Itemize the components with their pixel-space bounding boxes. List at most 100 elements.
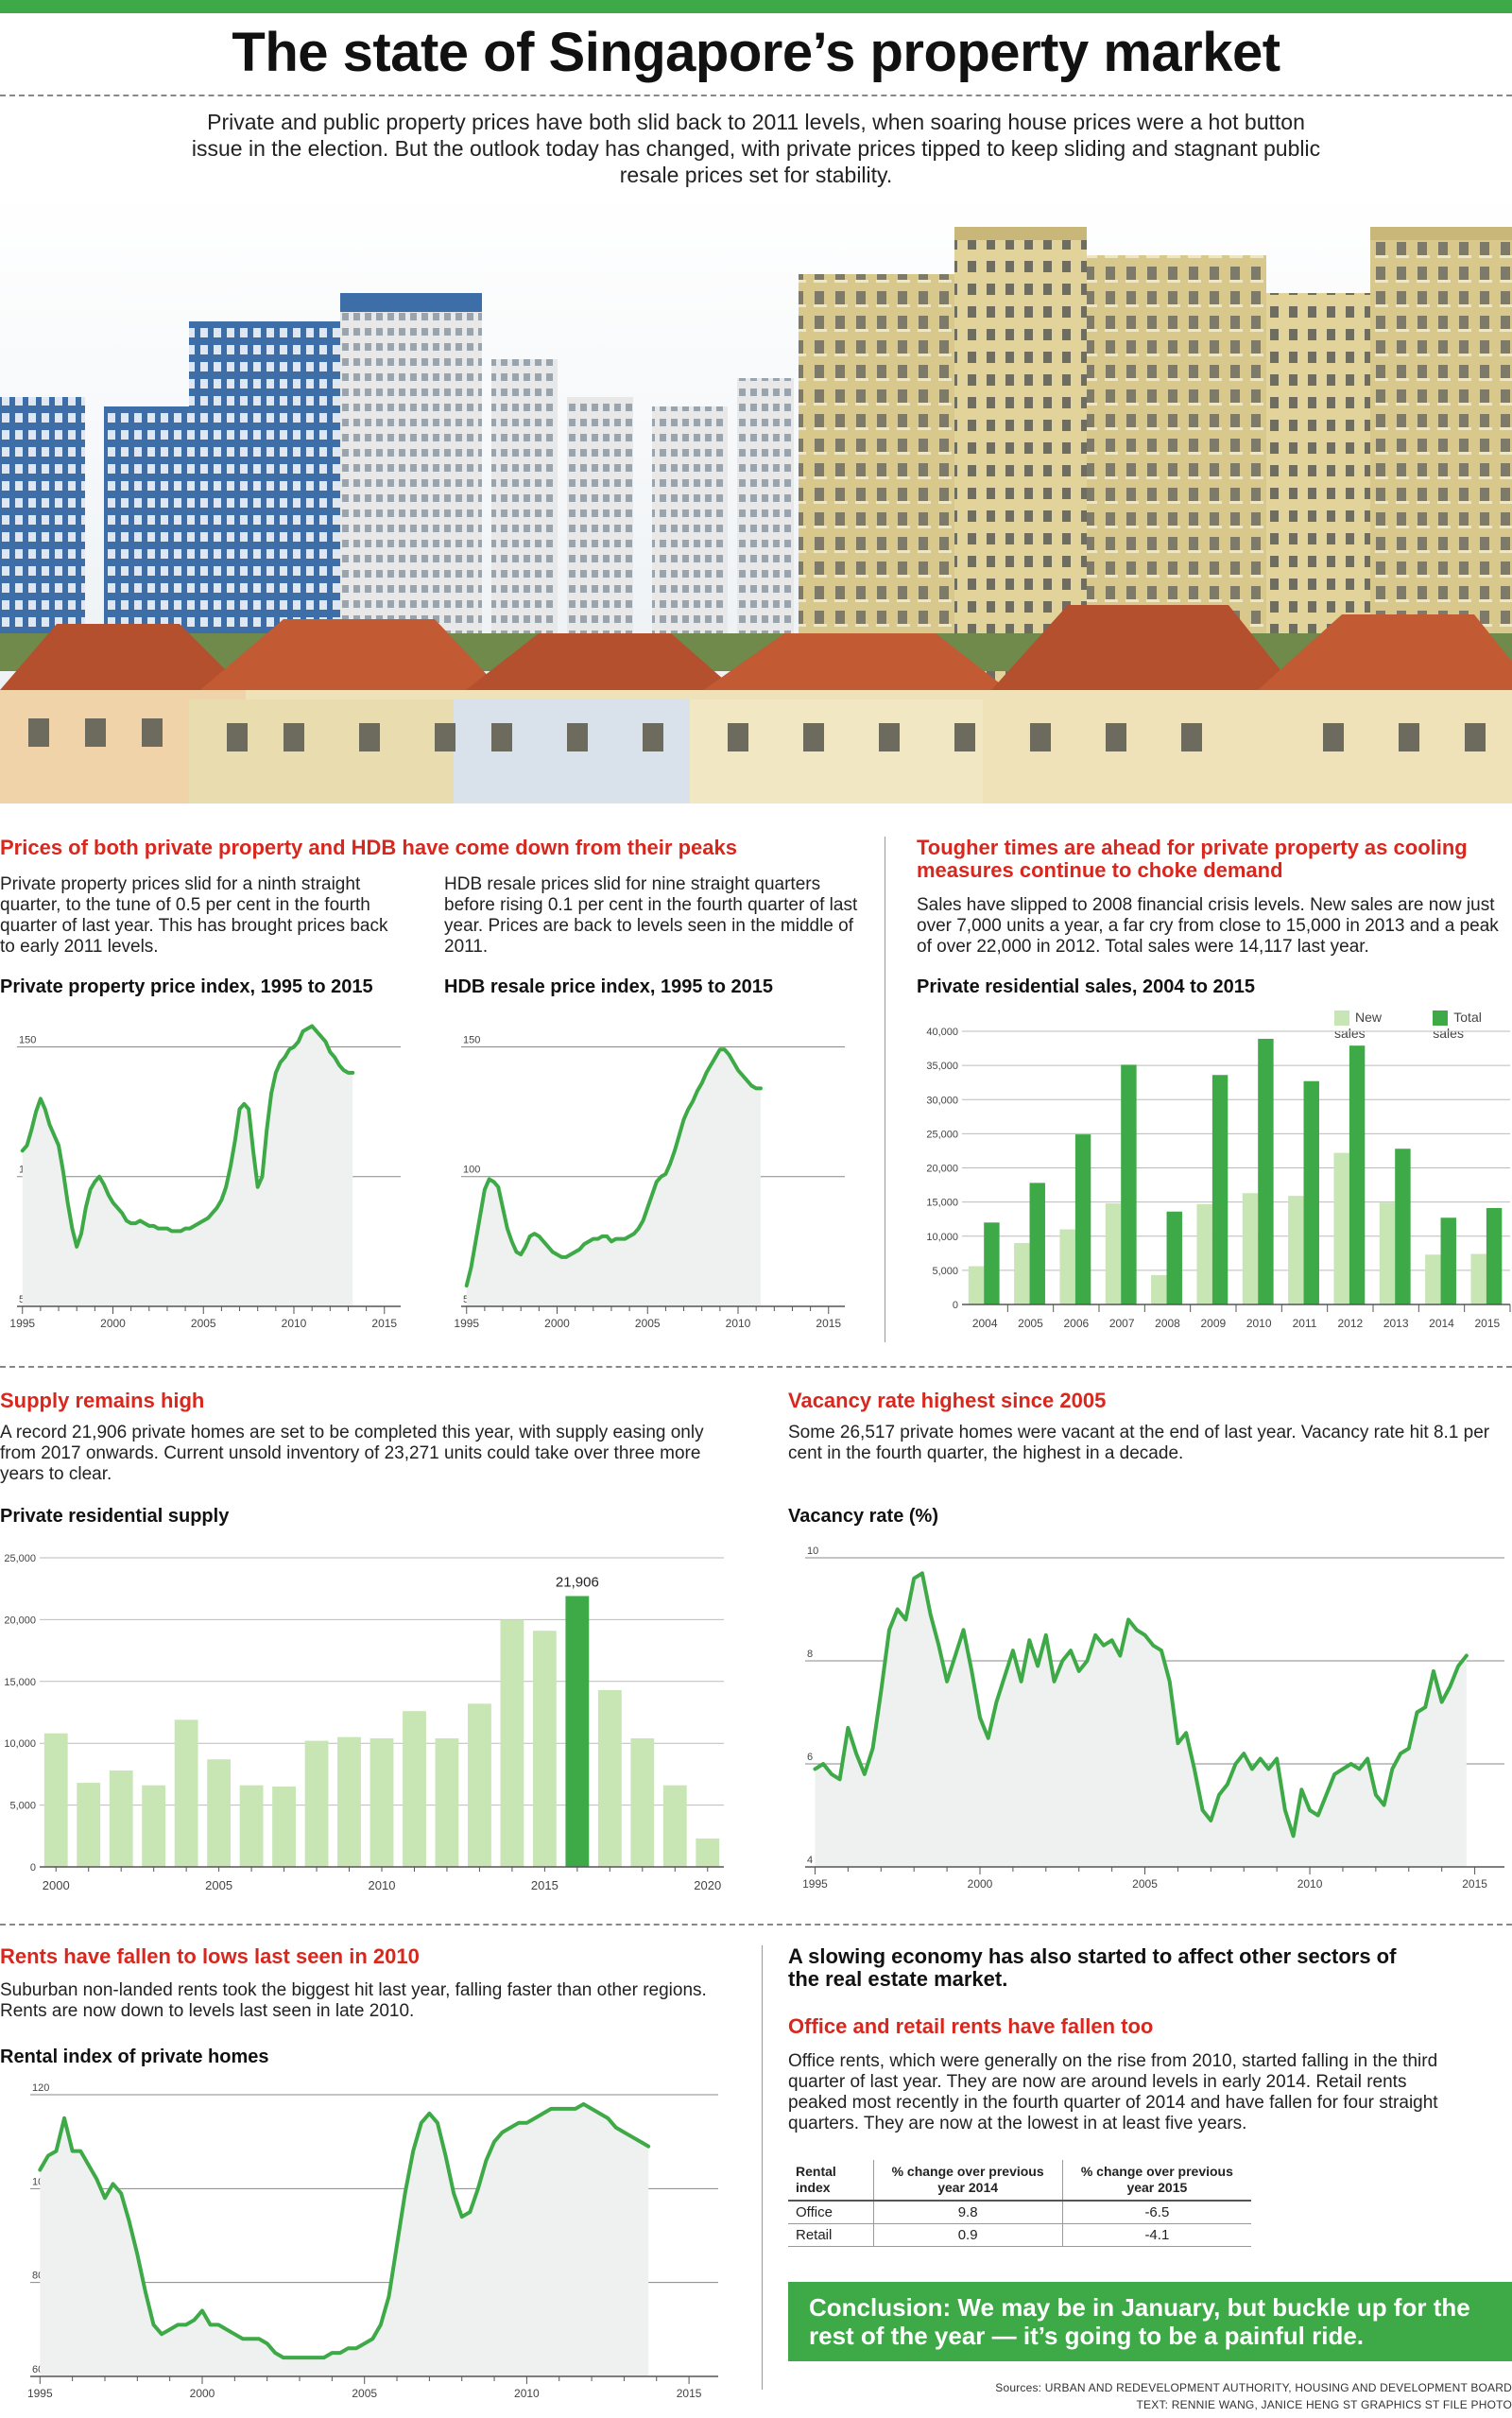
credits-line: TEXT: RENNIE WANG, JANICE HENG ST GRAPHI… — [1136, 2398, 1512, 2411]
y-tick-label: 20,000 — [4, 1615, 36, 1626]
bar-total-sales — [1349, 1045, 1366, 1304]
chart-svg: 4 6 8 10 1995 2000 2005 2010 2015 — [802, 1546, 1504, 1891]
x-tick-label: 2010 — [1246, 1317, 1272, 1330]
x-tick-label: 2004 — [972, 1317, 998, 1330]
x-tick-label: 2000 — [43, 1878, 70, 1892]
x-tick-label: 1995 — [802, 1877, 828, 1891]
table-cell: Office — [788, 2201, 873, 2224]
y-tick-label: 40,000 — [926, 1027, 958, 1038]
hdb-price-text: HDB resale prices slid for nine straight… — [444, 874, 858, 957]
chart-svg: 5010015019952000200520102015 — [9, 1024, 401, 1330]
table-header: % change over previous year 2014 — [872, 2160, 1063, 2202]
supply-text: A record 21,906 private homes are set to… — [0, 1423, 704, 1484]
sales-text: Sales have slipped to 2008 financial cri… — [917, 895, 1499, 957]
economy-heading: A slowing economy has also started to af… — [788, 1944, 1397, 1991]
bar — [207, 1759, 232, 1867]
bar — [142, 1785, 166, 1867]
x-tick-label: 2007 — [1109, 1317, 1135, 1330]
x-tick-label: 2014 — [1429, 1317, 1454, 1330]
intro-text: Private and public property prices have … — [191, 110, 1321, 187]
bar — [272, 1786, 296, 1867]
bar — [532, 1631, 557, 1867]
x-tick-label: 2010 — [514, 2387, 540, 2400]
x-tick-label: 1995 — [9, 1317, 35, 1330]
table-cell: 9.8 — [872, 2201, 1063, 2224]
y-tick-label: 8 — [807, 1649, 813, 1660]
y-tick-label: 35,000 — [926, 1061, 958, 1072]
series-area — [40, 2103, 649, 2376]
series-line — [813, 1571, 1469, 1839]
bar — [500, 1619, 524, 1867]
bar-new-sales — [1105, 1203, 1122, 1304]
legend-new-sales: New sales — [1334, 1010, 1412, 1041]
series-line — [464, 1047, 763, 1288]
bar — [43, 1733, 68, 1867]
bar — [77, 1783, 101, 1867]
table-header: % change over previous year 2015 — [1061, 2160, 1251, 2202]
y-tick-label: 150 — [19, 1034, 36, 1045]
legend-new-sales-label: New sales — [1334, 1010, 1383, 1042]
series-area — [22, 1026, 353, 1306]
chart-svg: 5010015019952000200520102015 — [454, 1034, 845, 1330]
x-tick-label: 2010 — [369, 1878, 396, 1892]
bar-new-sales — [1288, 1196, 1304, 1304]
series-line — [20, 1024, 355, 1249]
x-tick-label: 2006 — [1063, 1317, 1089, 1330]
series-area — [466, 1049, 761, 1306]
bar-total-sales — [1440, 1218, 1456, 1304]
table-row: Retail 0.9 -4.1 — [788, 2223, 1251, 2247]
legend-total-sales: Total sales — [1433, 1010, 1512, 1041]
supply-chart-title: Private residential supply — [0, 1506, 230, 1527]
x-tick-label: 2015 — [816, 1317, 841, 1330]
divider — [0, 1366, 1512, 1368]
bar-new-sales — [1470, 1253, 1486, 1304]
divider — [0, 1924, 1512, 1926]
x-tick-label: 2010 — [726, 1317, 751, 1330]
supply-chart: 0 5,000 10,000 15,000 20,000 25,000 21,906 2000… — [0, 1541, 737, 1905]
bar — [696, 1838, 720, 1867]
x-tick-label: 2005 — [635, 1317, 661, 1330]
y-tick-label: 5,000 — [932, 1266, 958, 1277]
y-tick-label: 10,000 — [926, 1232, 958, 1243]
y-tick-label: 5,000 — [9, 1801, 36, 1812]
x-tick-label: 2010 — [282, 1317, 307, 1330]
x-tick-label: 2005 — [1132, 1877, 1158, 1891]
bar-highlight — [565, 1596, 590, 1867]
private-price-chart: 5010015019952000200520102015 — [0, 1011, 406, 1342]
y-tick-label: 0 — [30, 1862, 36, 1874]
sales-chart-title: Private residential sales, 2004 to 2015 — [917, 976, 1255, 997]
series-line — [38, 2101, 651, 2360]
x-tick-label: 2010 — [1297, 1877, 1323, 1891]
y-tick-label: 20,000 — [926, 1164, 958, 1175]
bar-new-sales — [1151, 1274, 1167, 1304]
y-tick-label: 100 — [463, 1165, 480, 1176]
rents-text: Suburban non-landed rents took the bigge… — [0, 1980, 707, 2021]
prices-heading: Prices of both private property and HDB … — [0, 836, 737, 859]
bar-new-sales — [1242, 1193, 1259, 1304]
office-retail-text: Office rents, which were generally on th… — [788, 2051, 1438, 2133]
bar-new-sales — [1059, 1229, 1075, 1304]
bar-new-sales — [1425, 1254, 1441, 1304]
bar — [403, 1711, 426, 1867]
y-tick-label: 10 — [807, 1546, 818, 1557]
y-tick-label: 6 — [807, 1752, 813, 1763]
bar-total-sales — [1211, 1075, 1228, 1304]
table-cell: -4.1 — [1061, 2223, 1251, 2247]
y-tick-label: 120 — [32, 2082, 49, 2094]
sales-chart: 0 5,000 10,000 15,000 20,000 25,000 30,000 35,0… — [917, 1026, 1512, 1342]
bar-total-sales — [1121, 1064, 1137, 1304]
divider — [0, 95, 1512, 96]
bar-new-sales — [1196, 1203, 1212, 1304]
series-area — [815, 1573, 1467, 1867]
vacancy-heading: Vacancy rate highest since 2005 — [788, 1389, 1107, 1412]
hdb-price-chart: 5010015019952000200520102015 — [444, 1011, 850, 1342]
y-tick-label: 150 — [463, 1034, 480, 1045]
x-tick-label: 2005 — [205, 1878, 232, 1892]
x-tick-label: 2008 — [1155, 1317, 1180, 1330]
vacancy-chart-title: Vacancy rate (%) — [788, 1506, 938, 1527]
bar — [468, 1703, 491, 1867]
legend-total-sales-label: Total sales — [1433, 1010, 1482, 1042]
table-cell: -6.5 — [1061, 2201, 1251, 2224]
rents-heading: Rents have fallen to lows last seen in 2… — [0, 1944, 420, 1968]
table-cell: 0.9 — [872, 2223, 1063, 2247]
